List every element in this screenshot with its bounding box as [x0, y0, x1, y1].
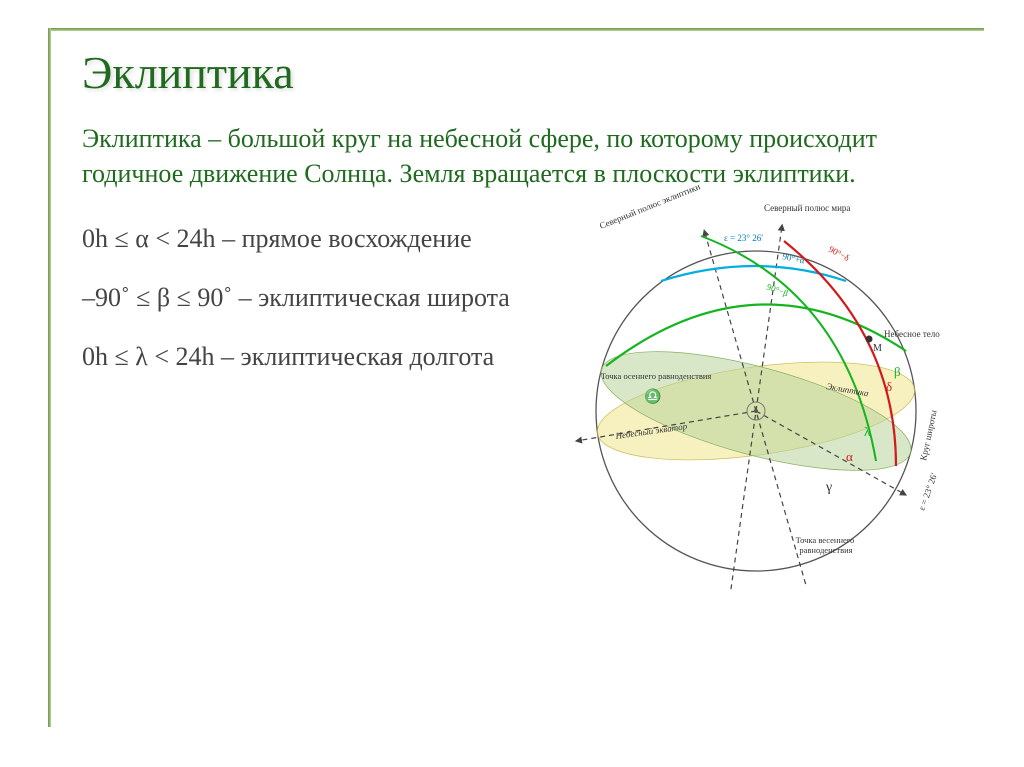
label-celestial-body: Небесное тело [884, 329, 940, 339]
formula-expr: –90˚ ≤ β ≤ 90˚ [82, 283, 232, 312]
columns: 0h ≤ α < 24h – прямое восхождение –90˚ ≤… [82, 221, 954, 398]
label-latitude-circle: Круг широты [918, 409, 938, 461]
diagram-column: ♎ γ Северный полюс эклиптики Северный по… [546, 221, 954, 398]
point-M [866, 336, 873, 343]
slide-content: Эклиптика Эклиптика – большой круг на не… [52, 28, 984, 727]
formula-desc: эклиптическая долгота [241, 342, 495, 371]
aries-symbol: γ [825, 480, 832, 495]
formula-beta: –90˚ ≤ β ≤ 90˚ – эклиптическая широта [82, 280, 522, 315]
celestial-sphere-diagram: ♎ γ Северный полюс эклиптики Северный по… [546, 181, 966, 601]
label-M: M [873, 343, 882, 354]
label-tilt-top: ε = 23° 26′ [724, 233, 763, 243]
label-beta: β [894, 364, 901, 379]
label-autumn-equinox: Точка осеннего равноденствия [601, 371, 712, 381]
label-90-delta: 90°−δ [827, 244, 851, 263]
libra-symbol: ♎ [644, 388, 661, 405]
label-alpha: α [846, 449, 853, 464]
formulas-column: 0h ≤ α < 24h – прямое восхождение –90˚ ≤… [82, 221, 522, 398]
label-lambda: λ [864, 424, 871, 439]
label-tilt-right: ε = 23° 26′ [916, 472, 939, 512]
slide-title: Эклиптика [82, 46, 954, 99]
formula-alpha: 0h ≤ α < 24h – прямое восхождение [82, 221, 522, 256]
formula-desc: прямое восхождение [242, 224, 472, 253]
frame-border-left [48, 28, 51, 727]
label-north-celestial-pole: Северный полюс мира [764, 203, 850, 213]
center-dot [754, 409, 758, 413]
label-north-ecliptic-pole: Северный полюс эклиптики [598, 181, 702, 231]
formula-desc: эклиптическая широта [258, 283, 510, 312]
label-delta: δ [886, 379, 892, 394]
formula-lambda: 0h ≤ λ < 24h – эклиптическая долгота [82, 339, 522, 374]
formula-expr: 0h ≤ λ < 24h [82, 342, 215, 371]
formula-expr: 0h ≤ α < 24h [82, 224, 216, 253]
label-vernal-equinox: Точка весеннего равноденствия [796, 535, 857, 555]
